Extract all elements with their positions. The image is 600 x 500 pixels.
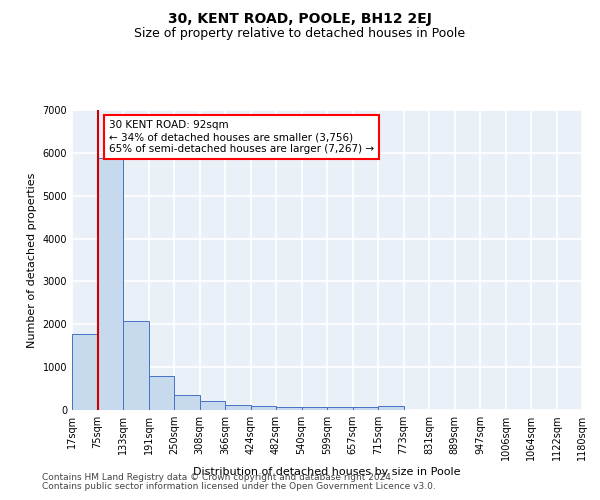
Bar <box>276 406 302 410</box>
Text: Size of property relative to detached houses in Poole: Size of property relative to detached ho… <box>134 28 466 40</box>
Bar <box>123 321 149 410</box>
Bar <box>174 396 199 410</box>
Bar <box>199 402 225 410</box>
X-axis label: Distribution of detached houses by size in Poole: Distribution of detached houses by size … <box>193 468 461 477</box>
Bar <box>251 406 276 410</box>
Bar <box>302 408 327 410</box>
Bar <box>149 376 174 410</box>
Text: 30, KENT ROAD, POOLE, BH12 2EJ: 30, KENT ROAD, POOLE, BH12 2EJ <box>168 12 432 26</box>
Bar <box>378 406 404 410</box>
Bar <box>327 408 353 410</box>
Text: 30 KENT ROAD: 92sqm
← 34% of detached houses are smaller (3,756)
65% of semi-det: 30 KENT ROAD: 92sqm ← 34% of detached ho… <box>109 120 374 154</box>
Text: Contains public sector information licensed under the Open Government Licence v3: Contains public sector information licen… <box>42 482 436 491</box>
Text: Contains HM Land Registry data © Crown copyright and database right 2024.: Contains HM Land Registry data © Crown c… <box>42 474 394 482</box>
Bar <box>97 158 123 410</box>
Bar <box>72 334 97 410</box>
Bar <box>353 408 378 410</box>
Bar <box>225 406 251 410</box>
Y-axis label: Number of detached properties: Number of detached properties <box>27 172 37 348</box>
